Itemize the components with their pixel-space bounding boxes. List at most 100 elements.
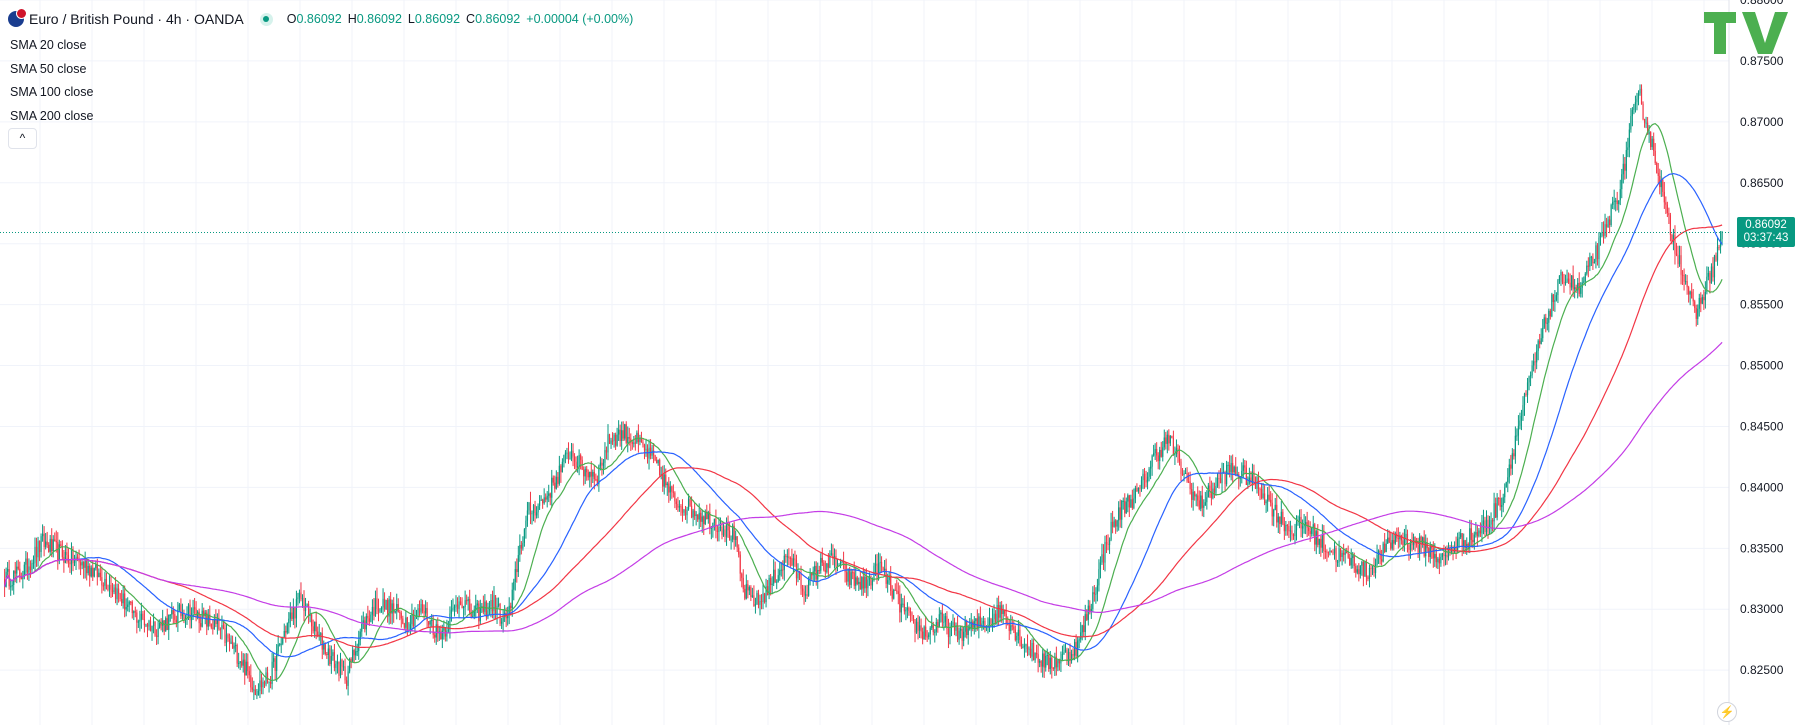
candle-body [529,502,532,515]
candle-body [1048,654,1050,669]
candle-body [1431,545,1433,549]
candle-body [1317,531,1319,545]
candle-body [1567,278,1570,283]
candle-body [1355,566,1357,573]
indicator-sma-50[interactable]: SMA 50 close [10,61,87,76]
candle-body [798,573,801,575]
candle-body [599,462,601,466]
candle-body [192,607,194,613]
candle-body [765,586,767,603]
candle-body [1589,257,1591,267]
candle-body [1184,472,1187,474]
candle-body [349,658,351,672]
candle-body [1647,122,1649,135]
candle-body [517,555,519,573]
candle-body [681,506,684,513]
candle-body [1153,453,1155,456]
candle-body [577,466,579,468]
candle-body [29,566,32,571]
candle-body [379,609,381,612]
candle-body [84,560,86,568]
indicator-sma-20[interactable]: SMA 20 close [10,38,87,52]
candle-body [1063,652,1065,655]
candle-body [1213,488,1216,493]
candle-body [1090,608,1092,612]
candle-body [1107,543,1109,545]
candle-body [1039,661,1041,663]
candle-body [121,599,123,604]
candle-body [66,552,68,555]
candle-body [722,529,725,536]
candle-body [946,616,948,630]
candle-body [1621,174,1623,190]
candle-body [572,450,574,457]
candle-body [1219,478,1222,484]
candle-body [332,652,334,656]
candle-body [858,581,860,585]
candle-body [1022,646,1024,648]
candle-body [917,621,919,631]
candle-body [1150,466,1152,469]
candle-body [700,512,702,522]
candle-body [1029,648,1032,657]
candle-body [865,576,867,589]
candle-body [1522,405,1524,416]
candle-body [257,690,260,695]
candle-body [762,593,764,602]
candle-body [478,603,480,622]
candle-body [1113,520,1115,527]
candle-body [60,544,62,546]
candle-body [4,578,6,587]
candle-body [1373,567,1375,573]
candle-body [1520,415,1523,421]
candle-body [589,471,591,478]
candle-body [698,512,700,520]
candle-body [1423,537,1425,557]
candle-body [279,644,281,646]
candle-body [551,477,553,498]
candle-body [1270,499,1272,503]
candle-body [1025,644,1027,646]
candle-body [1488,524,1491,529]
candle-body [142,613,144,620]
candle-body [206,612,208,627]
candle-body [203,610,205,617]
candle-body [528,502,530,511]
candle-body [537,505,539,513]
candle-body [1505,482,1507,488]
collapse-legend-button[interactable]: ^ [8,128,37,149]
candle-body [1183,473,1185,475]
candle-body [1596,245,1599,260]
candle-body [421,604,424,611]
candle-body [1493,503,1495,522]
candle-body [666,483,668,486]
candle-body [428,621,430,625]
candle-body [1551,294,1553,317]
candle-body [130,601,132,603]
candle-body [1230,462,1232,473]
candle-body [811,572,813,576]
candle-body [450,609,453,614]
symbol-title[interactable]: Euro / British Pound · 4h · OANDA [29,11,244,27]
candle-body [963,631,965,641]
candle-body [1446,555,1448,558]
candle-body [514,569,516,582]
candle-body [1192,491,1194,500]
candle-body [1171,435,1173,439]
candle-body [1382,543,1384,562]
candle-body [117,588,120,594]
candle-body [522,543,524,549]
candle-body [128,601,130,605]
candle-body [1642,103,1644,120]
candle-body [1084,614,1086,632]
lightning-icon[interactable]: ⚡ [1717,702,1737,722]
candle-body [1417,545,1419,553]
candle-body [1172,438,1174,456]
indicator-sma-100[interactable]: SMA 100 close [10,85,94,99]
candle-body [1630,116,1632,130]
indicator-sma-200[interactable]: SMA 200 close [10,108,94,123]
candle-body [470,612,472,617]
candle-body [235,645,237,647]
candle-body [899,593,901,613]
